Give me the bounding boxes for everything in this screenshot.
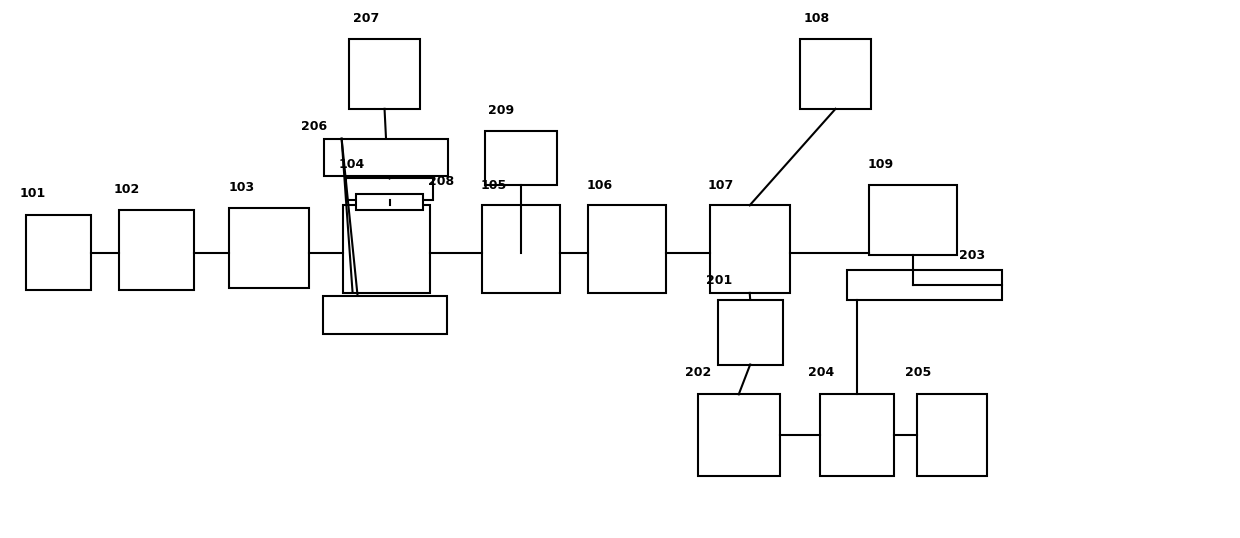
Text: 101: 101 (20, 187, 46, 200)
Bar (482, 206, 560, 293)
Text: 207: 207 (352, 12, 379, 25)
Bar (820, 394, 894, 476)
Text: 206: 206 (301, 120, 327, 133)
Text: 208: 208 (429, 175, 455, 188)
Text: 204: 204 (807, 366, 833, 379)
Bar (322, 296, 448, 334)
Bar (485, 131, 557, 186)
Text: 205: 205 (905, 366, 931, 379)
Text: 201: 201 (706, 274, 732, 287)
Text: 203: 203 (960, 249, 986, 262)
Text: 107: 107 (708, 179, 734, 193)
Bar (342, 206, 430, 293)
Text: 109: 109 (868, 158, 894, 171)
Bar (698, 394, 780, 476)
Bar (918, 394, 987, 476)
Text: 108: 108 (804, 12, 830, 25)
Bar (229, 208, 309, 288)
Bar (847, 270, 1002, 300)
Text: 105: 105 (480, 179, 507, 193)
Text: 102: 102 (113, 183, 139, 196)
Bar (356, 194, 423, 210)
Bar (869, 186, 957, 255)
Text: 103: 103 (229, 181, 255, 194)
Text: 209: 209 (489, 104, 515, 117)
Bar (26, 215, 92, 290)
Bar (800, 39, 872, 109)
Bar (324, 139, 449, 176)
Bar (346, 179, 434, 200)
Bar (718, 300, 782, 365)
Text: 104: 104 (339, 158, 365, 171)
Text: 202: 202 (684, 366, 711, 379)
Bar (709, 206, 790, 293)
Bar (348, 39, 420, 109)
Bar (588, 206, 666, 293)
Text: 106: 106 (587, 179, 613, 193)
Bar (119, 210, 193, 290)
